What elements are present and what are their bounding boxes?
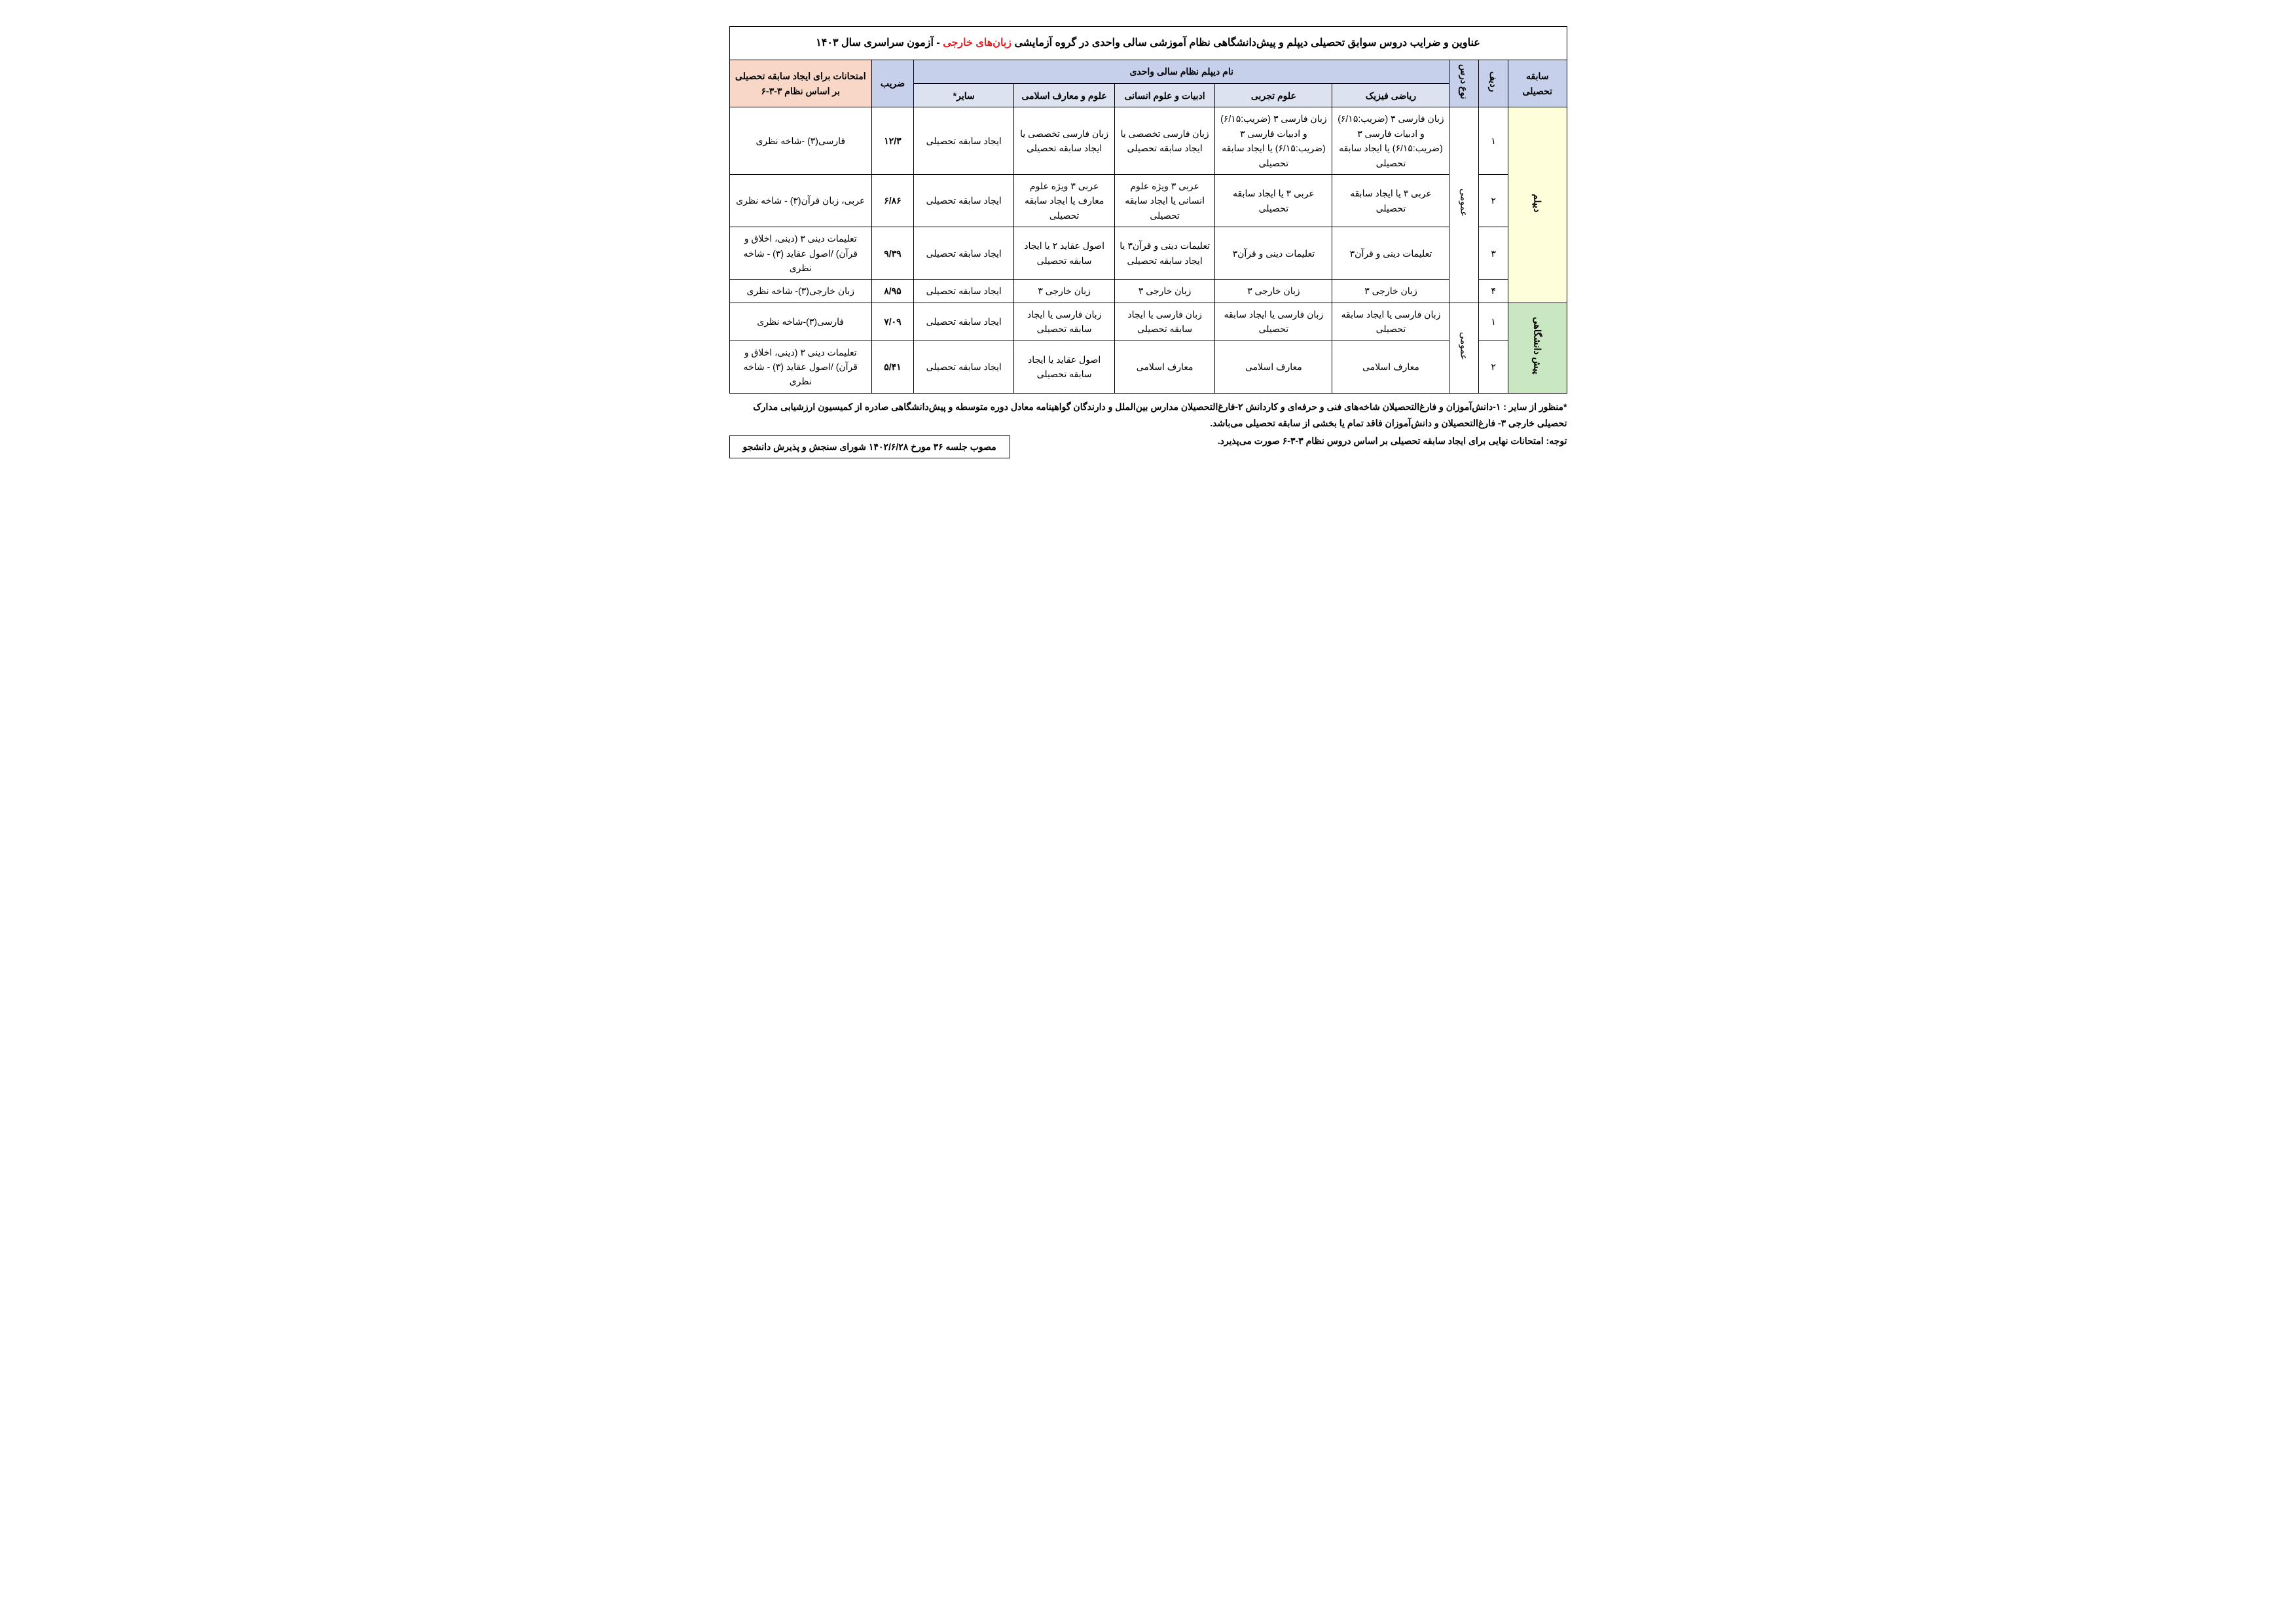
- hdr-exams: امتحانات برای ایجاد سابقه تحصیلی بر اساس…: [729, 60, 872, 107]
- cell: زبان فارسی یا ایجاد سابقه تحصیلی: [1114, 303, 1214, 341]
- cell-num: ۱: [1479, 303, 1508, 341]
- cell: زبان خارجی ۳: [1114, 280, 1214, 303]
- hdr-science: علوم تجربی: [1215, 84, 1332, 107]
- table-row: دیپلم ۱ عمومی زبان فارسی ۳ (ضریب:۶/۱۵) و…: [729, 107, 1567, 175]
- cell: اصول عقاید ۲ یا ایجاد سابقه تحصیلی: [1014, 227, 1114, 280]
- hdr-coef: ضریب: [872, 60, 914, 107]
- cell: تعلیمات دینی و قرآن۳ یا ایجاد سابقه تحصی…: [1114, 227, 1214, 280]
- hdr-islamic: علوم و معارف اسلامی: [1014, 84, 1114, 107]
- hdr-diploma-name: نام دیپلم نظام سالی واحدی: [913, 60, 1449, 83]
- cell: عربی ۳ یا ایجاد سابقه تحصیلی: [1215, 175, 1332, 227]
- table-row: ۴ زبان خارجی ۳ زبان خارجی ۳ زبان خارجی ۳…: [729, 280, 1567, 303]
- cell-coef: ۱۲/۳: [872, 107, 914, 175]
- cell-exam: فارسی(۳)-شاخه نظری: [729, 303, 872, 341]
- cell-num: ۲: [1479, 341, 1508, 393]
- cell-coef: ۵/۴۱: [872, 341, 914, 393]
- page-container: عناوین و ضرایب دروس سوابق تحصیلی دیپلم و…: [729, 26, 1567, 458]
- cell: زبان فارسی تخصصی یا ایجاد سابقه تحصیلی: [1114, 107, 1214, 175]
- hdr-row: ردیف: [1479, 60, 1508, 107]
- group-general-2: عمومی: [1449, 303, 1479, 393]
- cell: ایجاد سابقه تحصیلی: [913, 303, 1013, 341]
- cell-coef: ۶/۸۶: [872, 175, 914, 227]
- cell-exam: عربی، زبان قرآن(۳) - شاخه نظری: [729, 175, 872, 227]
- group-preuni: پیش دانشگاهی: [1508, 303, 1567, 393]
- note-text: توجه: امتحانات نهایی برای ایجاد سابقه تح…: [1023, 435, 1567, 447]
- table-title: عناوین و ضرایب دروس سوابق تحصیلی دیپلم و…: [729, 27, 1567, 60]
- title-part-b: زبان‌های خارجی: [943, 37, 1011, 48]
- table-row: پیش دانشگاهی ۱ عمومی زبان فارسی یا ایجاد…: [729, 303, 1567, 341]
- cell: ایجاد سابقه تحصیلی: [913, 175, 1013, 227]
- cell: زبان فارسی یا ایجاد سابقه تحصیلی: [1014, 303, 1114, 341]
- cell: معارف اسلامی: [1215, 341, 1332, 393]
- cell: زبان فارسی ۳ (ضریب:۶/۱۵) و ادبیات فارسی …: [1332, 107, 1449, 175]
- hdr-course-type: نوع درس: [1449, 60, 1479, 107]
- bottom-row: توجه: امتحانات نهایی برای ایجاد سابقه تح…: [729, 435, 1567, 458]
- approval-box: مصوب جلسه ۳۶ مورخ ۱۴۰۲/۶/۲۸ شورای سنجش و…: [729, 435, 1010, 458]
- table-row: ۲ عربی ۳ یا ایجاد سابقه تحصیلی عربی ۳ یا…: [729, 175, 1567, 227]
- cell: عربی ۳ یا ایجاد سابقه تحصیلی: [1332, 175, 1449, 227]
- cell-exam: تعلیمات دینی ۳ (دینی، اخلاق و قرآن) /اصو…: [729, 227, 872, 280]
- cell: زبان فارسی یا ایجاد سابقه تحصیلی: [1332, 303, 1449, 341]
- hdr-other: سایر*: [913, 84, 1013, 107]
- cell: ایجاد سابقه تحصیلی: [913, 107, 1013, 175]
- table-row: ۲ معارف اسلامی معارف اسلامی معارف اسلامی…: [729, 341, 1567, 393]
- footnote-text: *منظور از سایر : ۱-دانش‌آموزان و فارغ‌ال…: [729, 399, 1567, 432]
- cell: تعلیمات دینی و قرآن۳: [1332, 227, 1449, 280]
- cell: عربی ۳ ویژه علوم معارف یا ایجاد سابقه تح…: [1014, 175, 1114, 227]
- cell-num: ۴: [1479, 280, 1508, 303]
- group-general-1: عمومی: [1449, 107, 1479, 303]
- cell: عربی ۳ ویژه علوم انسانی یا ایجاد سابقه ت…: [1114, 175, 1214, 227]
- title-part-c: - آزمون سراسری سال ۱۴۰۳: [816, 37, 943, 48]
- main-table: عناوین و ضرایب دروس سوابق تحصیلی دیپلم و…: [729, 26, 1567, 394]
- cell: ایجاد سابقه تحصیلی: [913, 227, 1013, 280]
- cell: زبان خارجی ۳: [1215, 280, 1332, 303]
- cell: زبان خارجی ۳: [1332, 280, 1449, 303]
- hdr-record: سابقه تحصیلی: [1508, 60, 1567, 107]
- cell-exam: فارسی(۳) -شاخه نظری: [729, 107, 872, 175]
- cell: ایجاد سابقه تحصیلی: [913, 280, 1013, 303]
- table-row: ۳ تعلیمات دینی و قرآن۳ تعلیمات دینی و قر…: [729, 227, 1567, 280]
- cell: زبان فارسی ۳ (ضریب:۶/۱۵) و ادبیات فارسی …: [1215, 107, 1332, 175]
- group-diploma: دیپلم: [1508, 107, 1567, 303]
- hdr-humanities: ادبیات و علوم انسانی: [1114, 84, 1214, 107]
- cell-coef: ۸/۹۵: [872, 280, 914, 303]
- cell-num: ۳: [1479, 227, 1508, 280]
- cell-num: ۲: [1479, 175, 1508, 227]
- cell: زبان فارسی یا ایجاد سابقه تحصیلی: [1215, 303, 1332, 341]
- cell: اصول عقاید یا ایجاد سابقه تحصیلی: [1014, 341, 1114, 393]
- cell: معارف اسلامی: [1332, 341, 1449, 393]
- cell-coef: ۹/۳۹: [872, 227, 914, 280]
- cell-exam: تعلیمات دینی ۳ (دینی، اخلاق و قرآن) /اصو…: [729, 341, 872, 393]
- cell-coef: ۷/۰۹: [872, 303, 914, 341]
- cell-exam: زبان خارجی(۳)- شاخه نظری: [729, 280, 872, 303]
- cell-num: ۱: [1479, 107, 1508, 175]
- cell: زبان فارسی تخصصی یا ایجاد سابقه تحصیلی: [1014, 107, 1114, 175]
- hdr-math: ریاضی فیزیک: [1332, 84, 1449, 107]
- cell: ایجاد سابقه تحصیلی: [913, 341, 1013, 393]
- cell: معارف اسلامی: [1114, 341, 1214, 393]
- cell: تعلیمات دینی و قرآن۳: [1215, 227, 1332, 280]
- title-part-a: عناوین و ضرایب دروس سوابق تحصیلی دیپلم و…: [1011, 37, 1480, 48]
- cell: زبان خارجی ۳: [1014, 280, 1114, 303]
